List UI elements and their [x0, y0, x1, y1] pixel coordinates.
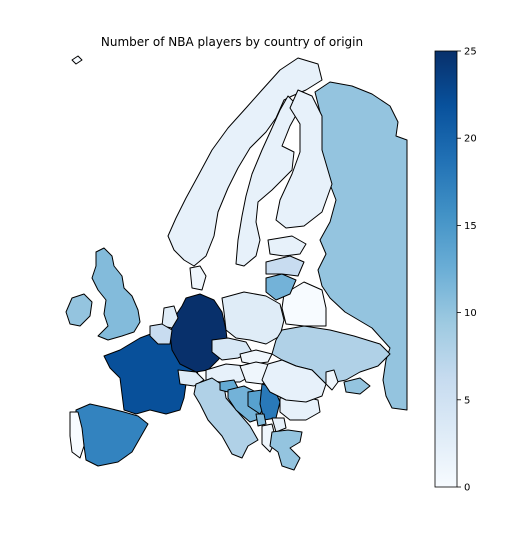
europe-map [65, 55, 408, 471]
region-sweden [235, 95, 301, 267]
region-greece [269, 429, 303, 471]
colorbar-ticks: 0 5 10 15 20 25 [457, 47, 477, 494]
region-germany [169, 293, 229, 373]
colorbar-tick-label: 25 [464, 47, 477, 58]
colorbar-tick-label: 10 [464, 308, 477, 319]
colorbar-gradient [434, 50, 458, 488]
region-macedonia [271, 417, 287, 433]
region-latvia [265, 255, 305, 277]
region-moldova [325, 369, 339, 391]
region-estonia [267, 235, 307, 257]
region-ukraine [271, 325, 391, 385]
region-netherlands [161, 305, 179, 329]
region-slovakia [239, 349, 273, 365]
region-finland [275, 89, 333, 229]
colorbar-tick-label: 20 [464, 134, 477, 145]
region-belgium [149, 323, 173, 345]
region-romania [261, 359, 327, 403]
region-denmark [189, 265, 207, 291]
chart-title: Number of NBA players by country of orig… [101, 35, 363, 49]
region-belarus [281, 281, 327, 327]
region-united-kingdom [91, 247, 141, 341]
colorbar-tick-label: 5 [464, 395, 470, 406]
region-iceland [71, 55, 83, 65]
region-poland [221, 291, 285, 345]
region-russia [314, 81, 408, 411]
region-georgia [343, 377, 371, 395]
colorbar-tick-label: 15 [464, 221, 477, 232]
region-ireland [65, 293, 93, 327]
colorbar: 0 5 10 15 20 25 [434, 47, 477, 494]
colorbar-tick-label: 0 [464, 483, 470, 494]
region-montenegro [255, 413, 267, 427]
region-portugal [69, 411, 85, 459]
